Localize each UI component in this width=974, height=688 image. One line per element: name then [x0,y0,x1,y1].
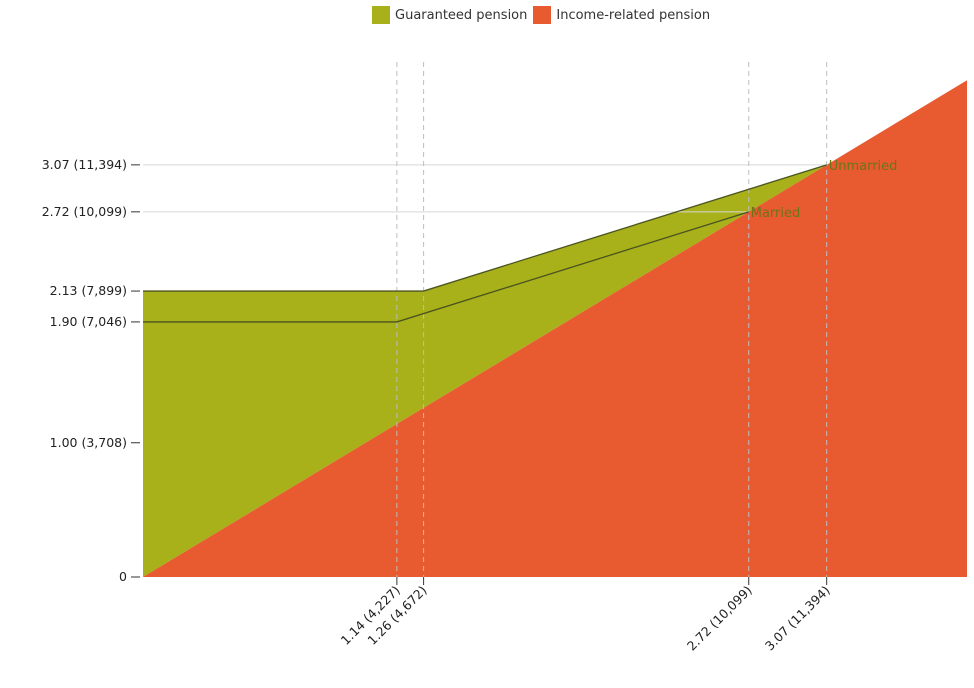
legend-swatch-income-related [533,6,552,24]
legend: Guaranteed pension Income-related pensio… [372,6,716,24]
y-tick-label-2: 1.90 (7,046) [50,314,127,329]
legend-swatch-guaranteed [372,6,390,24]
y-tick-label-3: 2.13 (7,899) [50,283,127,298]
unmarried-curve [143,164,827,292]
income-related-pension-area [143,80,967,578]
annotation-unmarried: Unmarried [829,159,898,174]
x-tick-label-2: 2.72 (10,099) [684,583,755,654]
annotation-married: Married [751,206,801,221]
legend-label-guaranteed: Guaranteed pension [395,7,528,23]
y-tick-label-1: 1.00 (3,708) [50,435,127,450]
legend-item-income-related: Income-related pension [533,6,710,24]
y-tick-label-0: 0 [119,569,127,584]
x-tick-label-3: 3.07 (11,394) [762,583,833,654]
y-tick-label-5: 3.07 (11,394) [42,157,127,172]
legend-label-income-related: Income-related pension [556,7,711,23]
y-tick-label-4: 2.72 (10,099) [42,204,127,219]
married-curve [143,211,749,323]
legend-item-guaranteed: Guaranteed pension [372,6,527,24]
